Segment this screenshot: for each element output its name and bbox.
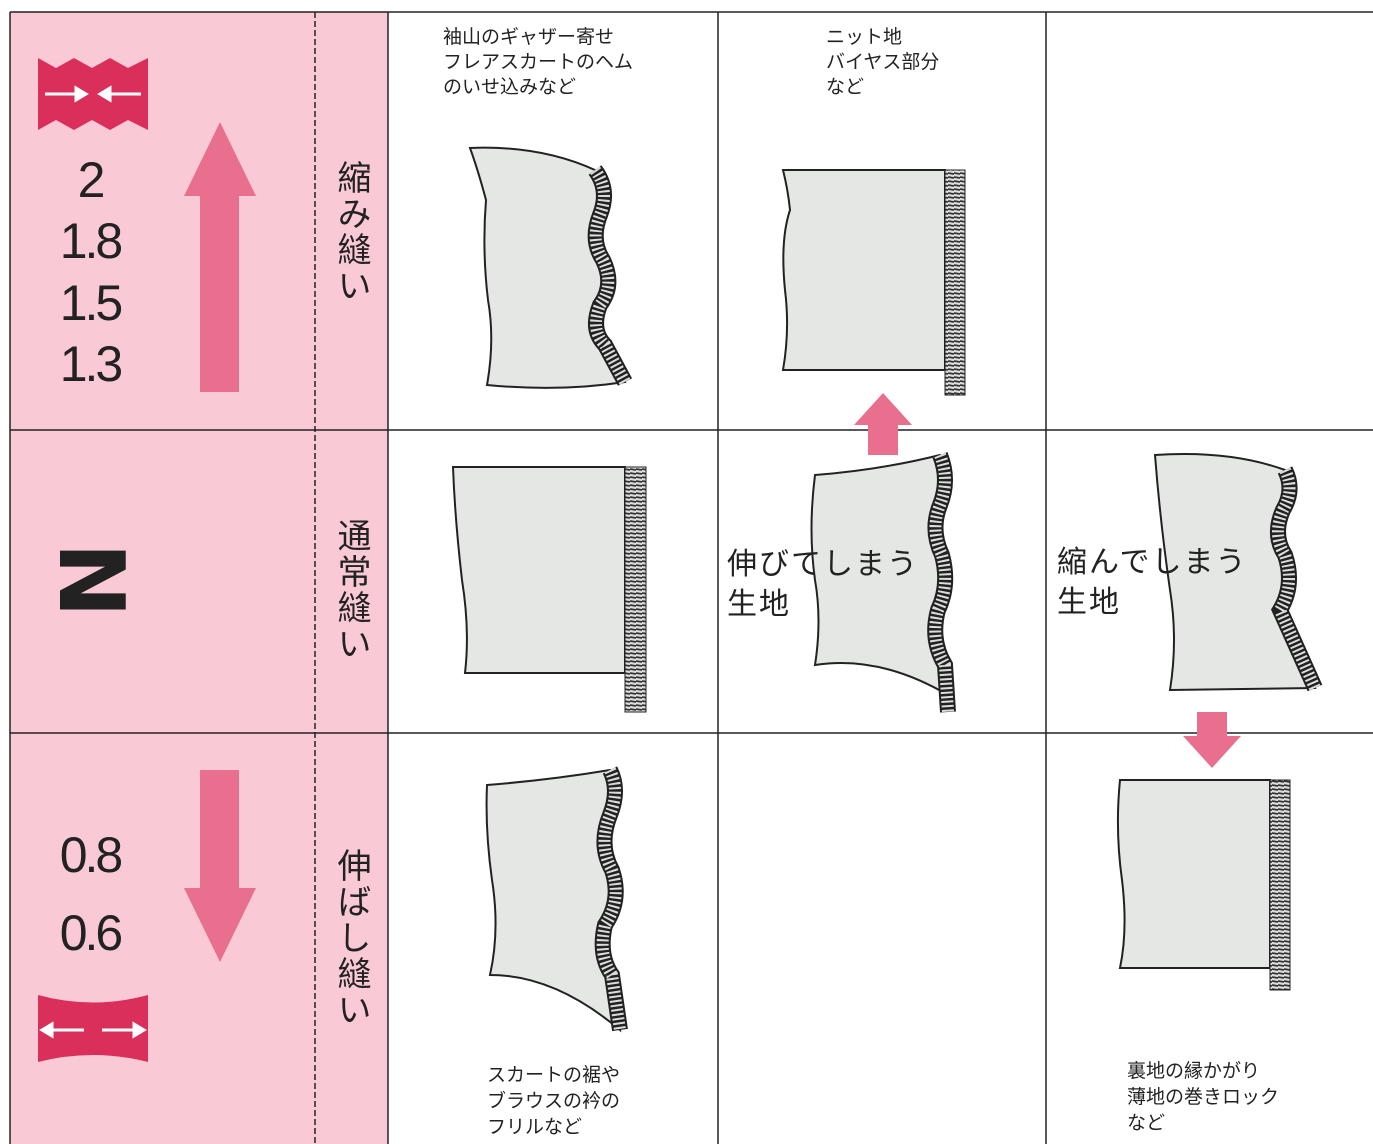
caption: ブラウスの衿の <box>487 1090 621 1112</box>
setting-value: 1.3 <box>59 336 124 392</box>
up-arrow <box>184 122 256 392</box>
grid <box>9 11 1373 1144</box>
caption: スカートの裾や <box>487 1064 621 1086</box>
mode-label: 縮み縫い <box>331 160 371 304</box>
pink-band <box>10 12 388 1144</box>
fabric-pieces <box>451 146 1317 1033</box>
caption: ニット地 <box>826 26 903 48</box>
small-up-arrow <box>854 393 912 455</box>
setting-value: 2 <box>77 152 106 208</box>
mode-label: 伸ばし縫い <box>331 848 371 1028</box>
down-arrow <box>184 770 256 962</box>
small-down-arrow <box>1183 712 1241 768</box>
fabric-note: 生地 <box>1057 585 1121 620</box>
setting-value: 1.8 <box>59 213 124 269</box>
stitched-edges <box>587 165 1323 1032</box>
caption: フリルなど <box>487 1116 583 1138</box>
caption: など <box>1127 1112 1166 1134</box>
setting-value: 0.8 <box>59 827 124 883</box>
fabric-note: 生地 <box>727 587 791 622</box>
neutral-setting: N <box>38 542 143 618</box>
setting-value: 1.5 <box>59 275 124 331</box>
outward-arrows <box>39 1021 147 1039</box>
caption: 薄地の巻きロック <box>1127 1086 1280 1108</box>
caption: フレアスカートのヘム <box>443 51 634 73</box>
stretch-icon <box>38 995 148 1062</box>
fabric-note: 縮んでしまう <box>1057 545 1248 580</box>
caption: バイヤス部分 <box>826 51 940 73</box>
mode-label: 通常縫い <box>331 518 371 662</box>
gather-icon <box>38 58 148 130</box>
caption: 裏地の縁かがり <box>1127 1060 1261 1082</box>
inward-arrows <box>45 85 141 103</box>
fabric-note: 伸びてしまう <box>727 547 919 582</box>
caption: のいせ込みなど <box>443 76 577 98</box>
setting-value: 0.6 <box>59 905 124 961</box>
caption: など <box>826 76 865 98</box>
caption: 袖山のギャザー寄せ <box>443 26 615 48</box>
